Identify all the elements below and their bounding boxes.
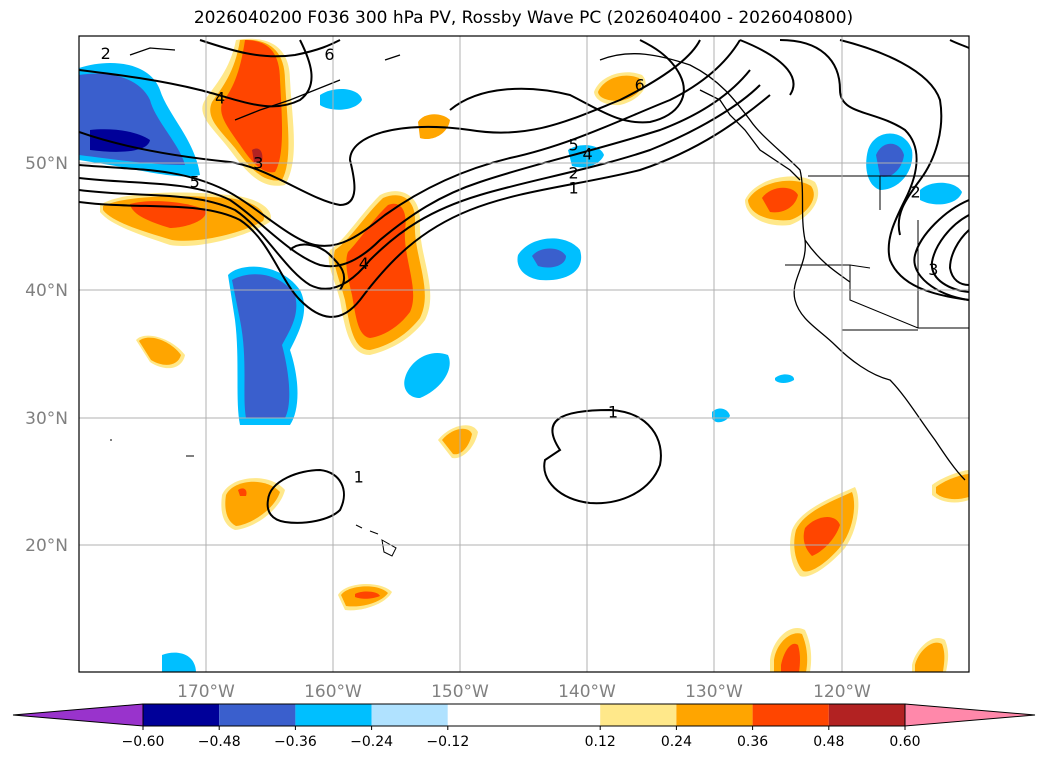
contour-label: 1 xyxy=(608,403,618,422)
colorbar-segment xyxy=(600,704,677,726)
colorbar: −0.60 −0.48 −0.36 −0.24 −0.12 0.12 0.24 0.36 0.4… xyxy=(12,703,1036,750)
colorbar-tick-label: 0.12 xyxy=(585,734,616,750)
colorbar-extend-low xyxy=(12,703,144,727)
lon-label-140w: 140°W xyxy=(558,682,616,702)
border-us-canada xyxy=(785,175,969,331)
lon-label-130w: 130°W xyxy=(685,682,743,702)
contour-lines xyxy=(79,39,969,524)
negative-pv-anomaly-small-coastal xyxy=(775,374,795,383)
positive-pv-anomaly-baja xyxy=(790,487,859,577)
contour-label: 2 xyxy=(911,183,921,202)
negative-pv-anomaly-aleutian xyxy=(320,88,362,110)
colorbar-tick-label: 0.24 xyxy=(661,734,692,750)
colorbar-tick-label: −0.12 xyxy=(426,734,469,750)
colorbar-tick-label: 0.48 xyxy=(813,734,844,750)
contour-label: 3 xyxy=(928,260,938,279)
colorbar-segment xyxy=(143,704,220,726)
negative-pv-anomaly-central xyxy=(228,266,305,425)
colorbar-segment xyxy=(219,704,296,726)
colorbar-segment xyxy=(752,704,829,726)
positive-pv-anomaly-coastal xyxy=(745,176,819,226)
lat-label-40n: 40°N xyxy=(25,281,68,301)
contour-label: 1 xyxy=(569,179,579,198)
positive-pv-anomaly-central xyxy=(328,191,431,355)
negative-pv-anomaly-northern-rockies xyxy=(920,182,962,205)
negative-pv-anomaly-gulf xyxy=(568,145,604,168)
colorbar-frame xyxy=(142,703,906,727)
negative-pv-anomaly-small-east xyxy=(712,408,730,423)
contour-label: 5 xyxy=(190,172,200,191)
positive-pv-anomaly-hawaii-north xyxy=(136,335,185,369)
positive-pv-anomaly-northwest xyxy=(202,38,294,186)
colorbar-segment xyxy=(295,704,372,726)
contour-label: 3 xyxy=(253,153,263,172)
positive-pv-anomaly-hawaii-south xyxy=(338,584,392,611)
negative-pv-anomaly-northwest xyxy=(79,63,200,177)
lon-label-120w: 120°W xyxy=(813,682,871,702)
lon-label-150w: 150°W xyxy=(431,682,489,702)
negative-pv-anomaly-pacific-northwest xyxy=(866,133,913,190)
contour-label: 1 xyxy=(354,468,364,487)
positive-pv-anomaly-west xyxy=(100,192,271,246)
colorbar-tick-label: −0.60 xyxy=(122,734,165,750)
colorbar-tick-label: −0.48 xyxy=(198,734,241,750)
colorbar-segment xyxy=(828,704,905,726)
colorbar-segment xyxy=(447,704,601,726)
colorbar-segment xyxy=(676,704,753,726)
lon-label-160w: 160°W xyxy=(304,682,362,702)
lat-label-30n: 30°N xyxy=(25,409,68,429)
contour-label: 6 xyxy=(635,76,645,95)
gridlines xyxy=(79,36,969,672)
coastline-north-america xyxy=(129,47,966,481)
colorbar-segment xyxy=(371,704,448,726)
lat-label-50n: 50°N xyxy=(25,154,68,174)
map-frame xyxy=(78,35,970,673)
contour-label: 5 xyxy=(569,136,579,155)
lat-label-20n: 20°N xyxy=(25,536,68,556)
contour-label: 2 xyxy=(569,164,579,183)
contour-label: 4 xyxy=(583,144,593,163)
colorbar-extend-high xyxy=(904,703,1036,727)
positive-pv-anomaly-mexico xyxy=(932,470,969,503)
colorbar-tick-label: −0.24 xyxy=(350,734,393,750)
negative-pv-anomaly-subtropical xyxy=(404,352,450,398)
positive-pv-anomaly-south-east xyxy=(770,628,812,672)
colorbar-tick-label: −0.36 xyxy=(274,734,317,750)
contour-label: 4 xyxy=(215,88,225,107)
longitude-labels: 170°W 160°W 150°W 140°W 130°W 120°W xyxy=(177,682,871,702)
positive-pv-anomaly-southwest xyxy=(221,478,285,530)
negative-pv-anomaly-south-edge xyxy=(162,652,196,672)
lon-label-170w: 170°W xyxy=(177,682,235,702)
contour-label: 4 xyxy=(359,254,369,273)
shading-layer xyxy=(79,38,969,672)
positive-pv-anomaly-subtropical xyxy=(438,425,478,459)
negative-pv-anomaly-east-pacific xyxy=(517,238,582,281)
contour-label: 2 xyxy=(101,44,111,63)
colorbar-tick-label: 0.36 xyxy=(737,734,768,750)
latitude-labels: 50°N 40°N 30°N 20°N xyxy=(25,154,68,556)
colorbar-tick-label: 0.60 xyxy=(889,734,920,750)
contour-label: 6 xyxy=(324,45,334,64)
map-title: 2026040200 F036 300 hPa PV, Rossby Wave … xyxy=(193,8,854,28)
positive-pv-anomaly-southeast-corner xyxy=(912,638,949,672)
